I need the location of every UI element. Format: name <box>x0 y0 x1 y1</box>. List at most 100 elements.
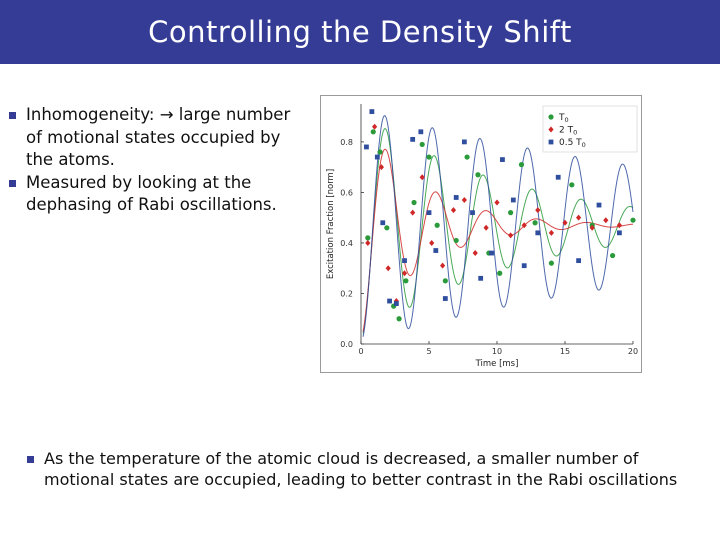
data-point-2T0 <box>365 239 371 246</box>
data-point-T0 <box>497 270 503 276</box>
x-axis-label: Time [ms] <box>475 359 519 369</box>
x-tick-label: 0 <box>358 347 363 356</box>
data-point-0.5T0 <box>426 210 432 216</box>
fit-curve-T0 <box>362 128 634 334</box>
data-point-0.5T0 <box>521 263 527 269</box>
data-point-T0 <box>610 252 616 259</box>
legend-label: 0.5 T0 <box>559 138 586 149</box>
data-point-0.5T0 <box>500 157 505 162</box>
data-point-0.5T0 <box>470 210 475 216</box>
bullet-text: As the temperature of the atomic cloud i… <box>44 449 678 489</box>
bullet-item: Inhomogeneity: → large number of motiona… <box>8 104 308 172</box>
data-point-0.5T0 <box>402 258 407 264</box>
data-point-T0 <box>475 172 481 178</box>
data-point-2T0 <box>440 262 446 269</box>
data-point-0.5T0 <box>364 144 369 150</box>
data-point-0.5T0 <box>510 197 516 203</box>
legend-box <box>542 105 638 153</box>
data-point-2T0 <box>461 197 467 203</box>
data-point-2T0 <box>508 232 514 239</box>
data-point-T0 <box>419 141 425 148</box>
data-point-T0 <box>434 222 440 228</box>
fit-curve-0.5T0 <box>362 115 634 337</box>
top-bullet-list: Inhomogeneity: → large number of motiona… <box>8 104 308 217</box>
data-point-2T0 <box>410 209 416 216</box>
data-point-T0 <box>370 129 376 135</box>
x-tick-label: 5 <box>426 347 431 356</box>
data-point-T0 <box>442 278 448 284</box>
bullet-text: Measured by looking at the dephasing of … <box>26 172 277 215</box>
legend-marker <box>548 126 554 133</box>
data-point-0.5T0 <box>617 230 622 236</box>
y-tick-label: 0.8 <box>340 138 353 147</box>
data-point-2T0 <box>483 224 489 231</box>
data-point-0.5T0 <box>374 154 380 160</box>
x-tick-label: 15 <box>560 347 570 356</box>
y-tick-label: 0.0 <box>340 340 353 349</box>
bottom-bullet-list: As the temperature of the atomic cloud i… <box>26 448 706 490</box>
data-point-0.5T0 <box>393 301 399 306</box>
data-point-T0 <box>532 220 538 226</box>
data-point-0.5T0 <box>418 129 424 135</box>
legend-label: T0 <box>558 113 569 124</box>
data-point-T0 <box>384 225 390 231</box>
data-point-T0 <box>548 260 554 266</box>
y-tick-label: 0.6 <box>340 188 353 197</box>
data-point-T0 <box>426 154 432 160</box>
data-point-2T0 <box>589 224 595 231</box>
data-point-T0 <box>403 278 409 284</box>
data-point-2T0 <box>372 123 378 130</box>
y-axis-label: Excitation Fraction [norm] <box>326 169 336 279</box>
data-point-2T0 <box>535 207 541 214</box>
data-point-T0 <box>411 199 417 206</box>
data-point-0.5T0 <box>433 248 439 253</box>
data-point-0.5T0 <box>555 174 561 180</box>
data-point-0.5T0 <box>596 202 602 208</box>
x-tick-label: 10 <box>492 347 502 356</box>
data-point-2T0 <box>429 239 435 246</box>
data-point-0.5T0 <box>442 296 448 301</box>
data-point-0.5T0 <box>461 139 467 145</box>
legend-label: 2 T0 <box>559 126 577 137</box>
data-point-2T0 <box>616 222 622 229</box>
data-point-0.5T0 <box>387 298 392 304</box>
data-point-T0 <box>377 149 383 155</box>
data-point-2T0 <box>548 229 554 236</box>
bullet-item: Measured by looking at the dephasing of … <box>8 172 308 217</box>
data-point-2T0 <box>494 199 500 206</box>
data-point-T0 <box>518 162 525 168</box>
fit-curve-2T0 <box>362 148 634 332</box>
data-point-2T0 <box>562 219 568 226</box>
data-point-0.5T0 <box>478 275 484 281</box>
data-point-2T0 <box>576 214 582 221</box>
x-tick-label: 20 <box>628 347 638 356</box>
bullet-item: As the temperature of the atomic cloud i… <box>26 448 706 490</box>
data-point-0.5T0 <box>380 220 386 226</box>
data-point-0.5T0 <box>489 250 494 256</box>
slide-title: Controlling the Density Shift <box>148 15 572 49</box>
data-point-T0 <box>365 235 371 241</box>
bullet-text: Inhomogeneity: <box>26 105 160 124</box>
y-tick-label: 0.4 <box>340 239 353 248</box>
legend-marker <box>548 139 554 145</box>
bullet-text-continued: large number of motional states occupied… <box>26 105 291 169</box>
data-point-T0 <box>569 182 575 188</box>
chart-svg: 0 5 10 15 20 0.0 0.2 0.4 0.6 0.8 Time [ms] Excitati… <box>326 104 638 369</box>
data-point-0.5T0 <box>410 136 416 142</box>
data-point-T0 <box>464 154 470 160</box>
title-bar: Controlling the Density Shift <box>0 0 720 64</box>
data-point-T0 <box>508 210 514 216</box>
legend-marker <box>548 114 554 120</box>
data-point-2T0 <box>450 207 457 214</box>
data-point-0.5T0 <box>369 109 375 114</box>
data-point-T0 <box>453 237 459 244</box>
data-point-0.5T0 <box>535 230 541 236</box>
data-point-0.5T0 <box>453 195 459 200</box>
rabi-oscillation-chart: 0 5 10 15 20 0.0 0.2 0.4 0.6 0.8 Time [ms] Excitati… <box>320 95 642 373</box>
y-tick-label: 0.2 <box>340 289 353 298</box>
data-point-2T0 <box>472 250 478 257</box>
arrow-icon: → <box>159 105 174 124</box>
data-point-T0 <box>630 217 636 223</box>
data-point-2T0 <box>385 265 391 272</box>
data-point-2T0 <box>603 217 609 224</box>
